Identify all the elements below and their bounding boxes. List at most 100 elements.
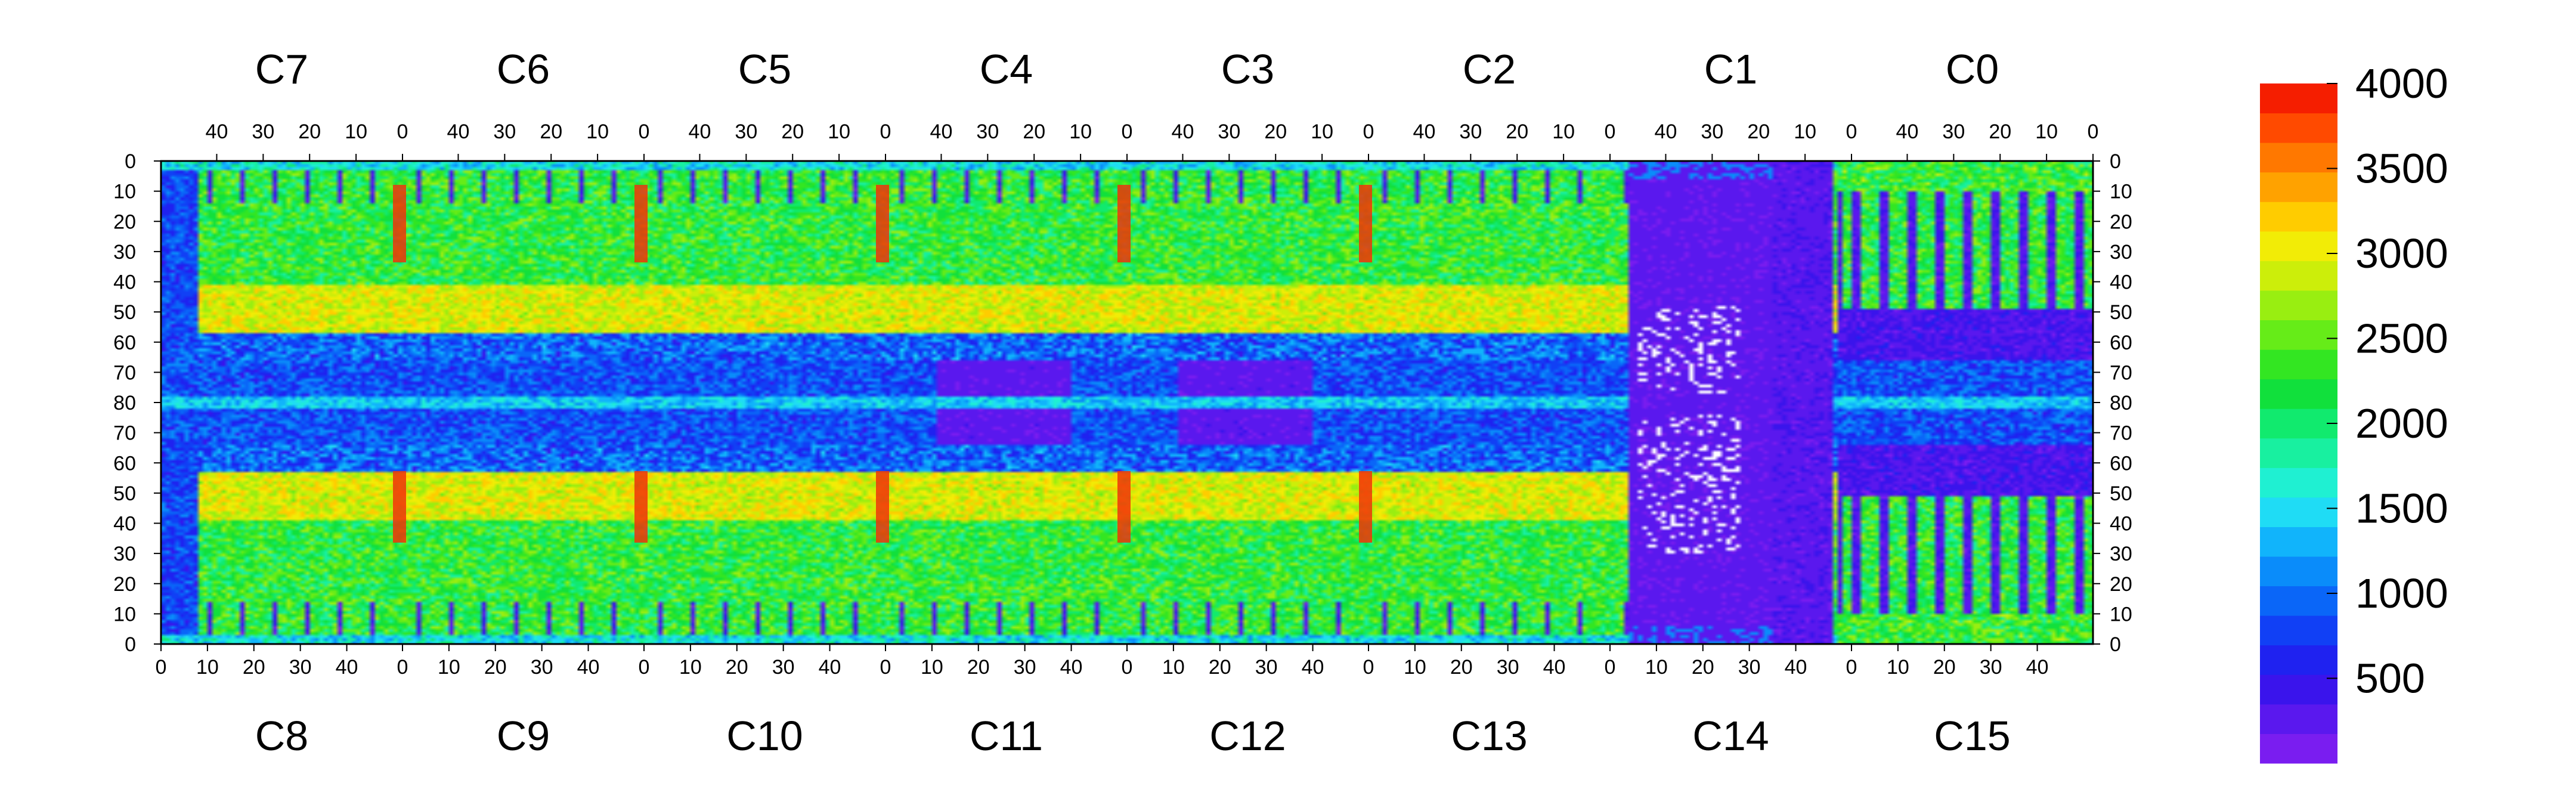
tick-label: 30 bbox=[1738, 656, 1761, 679]
colorbar-label: 1500 bbox=[2355, 485, 2448, 532]
colorbar-bin bbox=[2260, 231, 2337, 261]
tick-label: 60 bbox=[2110, 332, 2132, 354]
tick-label: 40 bbox=[1302, 656, 1324, 679]
tick-label: 0 bbox=[1605, 656, 1616, 679]
tick-label: 0 bbox=[397, 656, 408, 679]
tick-label: 20 bbox=[967, 656, 990, 679]
hot-column bbox=[1117, 185, 1131, 262]
bottom-axis: 0 10 20 30 40 0 10 20 30 40 0 10 20 30 40 0 10 20 30 40 0 10 2… bbox=[156, 644, 2048, 679]
colorbar-bin bbox=[2260, 556, 2337, 587]
chip-label: C5 bbox=[738, 46, 791, 92]
chip-label: C0 bbox=[1946, 46, 1999, 92]
tick-label: 10 bbox=[113, 603, 136, 626]
tick-label: 20 bbox=[2110, 573, 2132, 596]
tick-label: 10 bbox=[679, 656, 702, 679]
tick-label: 40 bbox=[447, 120, 470, 143]
left-axis: 0 10 20 30 40 50 60 70 80 70 60 50 40 30 20 10 0 bbox=[113, 150, 161, 656]
tick-label: 0 bbox=[880, 120, 891, 143]
tick-label: 40 bbox=[689, 120, 711, 143]
tick-label: 30 bbox=[1701, 120, 1723, 143]
tick-label: 0 bbox=[639, 656, 650, 679]
top-axis: 40 30 20 10 0 40 30 20 10 0 40 30 20 10 0 40 30 20 10 0 40 30… bbox=[206, 120, 2099, 161]
tick-label: 30 bbox=[531, 656, 553, 679]
tick-label: 0 bbox=[2088, 120, 2099, 143]
tick-label: 30 bbox=[1014, 656, 1036, 679]
colorbar-label: 2000 bbox=[2355, 400, 2448, 447]
tick-label: 10 bbox=[2035, 120, 2058, 143]
tick-label: 10 bbox=[828, 120, 850, 143]
tick-label: 30 bbox=[493, 120, 516, 143]
tick-label: 10 bbox=[2110, 603, 2132, 626]
tick-label: 20 bbox=[1023, 120, 1045, 143]
tick-label: 20 bbox=[781, 120, 804, 143]
colorbar: 500 1000 1500 2000 2500 3000 3500 4000 bbox=[2260, 60, 2448, 764]
tick-label: 40 bbox=[113, 271, 136, 294]
tick-label: 0 bbox=[1122, 656, 1133, 679]
tick-label: 0 bbox=[2110, 150, 2121, 173]
tick-label: 40 bbox=[206, 120, 228, 143]
tick-label: 30 bbox=[1255, 656, 1278, 679]
chip-label: C15 bbox=[1934, 713, 2010, 759]
chip-label: C4 bbox=[980, 46, 1033, 92]
tick-label: 0 bbox=[1605, 120, 1616, 143]
tick-label: 20 bbox=[484, 656, 507, 679]
colorbar-label: 1000 bbox=[2355, 570, 2448, 617]
tick-label: 0 bbox=[125, 633, 136, 656]
tick-label: 0 bbox=[125, 150, 136, 173]
tick-label: 10 bbox=[1794, 120, 1816, 143]
hot-column bbox=[1359, 471, 1372, 543]
chip-label: C2 bbox=[1463, 46, 1516, 92]
colorbar-bin bbox=[2260, 202, 2337, 232]
tick-label: 30 bbox=[976, 120, 999, 143]
tick-label: 30 bbox=[113, 241, 136, 264]
chip-label: C6 bbox=[497, 46, 550, 92]
tick-label: 0 bbox=[2110, 633, 2121, 656]
tick-label: 30 bbox=[772, 656, 795, 679]
colorbar-bin bbox=[2260, 320, 2337, 350]
tick-label: 80 bbox=[2110, 392, 2132, 414]
tick-label: 40 bbox=[2110, 271, 2132, 294]
colorbar-bin bbox=[2260, 674, 2337, 705]
tick-label: 30 bbox=[113, 543, 136, 565]
tick-label: 10 bbox=[586, 120, 609, 143]
tick-label: 30 bbox=[1497, 656, 1519, 679]
tick-label: 20 bbox=[113, 210, 136, 233]
tick-label: 30 bbox=[289, 656, 312, 679]
tick-label: 20 bbox=[2110, 210, 2132, 233]
tick-label: 20 bbox=[1506, 120, 1528, 143]
tick-label: 0 bbox=[639, 120, 650, 143]
tick-label: 30 bbox=[735, 120, 757, 143]
tick-label: 40 bbox=[1060, 656, 1083, 679]
tick-label: 20 bbox=[113, 573, 136, 596]
colorbar-label: 3000 bbox=[2355, 230, 2448, 277]
tick-label: 50 bbox=[113, 301, 136, 324]
chip-label: C1 bbox=[1704, 46, 1757, 92]
tick-label: 20 bbox=[1933, 656, 1956, 679]
hot-column bbox=[393, 471, 406, 543]
tick-label: 30 bbox=[1218, 120, 1240, 143]
tick-label: 40 bbox=[930, 120, 953, 143]
colorbar-label: 2500 bbox=[2355, 315, 2448, 362]
tick-label: 10 bbox=[1311, 120, 1333, 143]
hot-column bbox=[393, 185, 406, 262]
colorbar-bin bbox=[2260, 290, 2337, 321]
tick-label: 0 bbox=[156, 656, 167, 679]
chip-label: C11 bbox=[970, 713, 1043, 759]
tick-label: 10 bbox=[1645, 656, 1668, 679]
tick-label: 70 bbox=[113, 361, 136, 384]
colorbar-bin bbox=[2260, 143, 2337, 173]
tick-label: 20 bbox=[540, 120, 562, 143]
colorbar-bin bbox=[2260, 615, 2337, 646]
tick-label: 40 bbox=[577, 656, 600, 679]
tick-label: 40 bbox=[1543, 656, 1566, 679]
tick-label: 0 bbox=[397, 120, 408, 143]
tick-label: 30 bbox=[1942, 120, 1965, 143]
tick-label: 0 bbox=[1122, 120, 1133, 143]
chip-label: C8 bbox=[255, 713, 308, 759]
hot-column bbox=[1359, 185, 1372, 262]
colorbar-bin bbox=[2260, 408, 2337, 439]
tick-label: 30 bbox=[1980, 656, 2002, 679]
tick-label: 10 bbox=[1069, 120, 1092, 143]
